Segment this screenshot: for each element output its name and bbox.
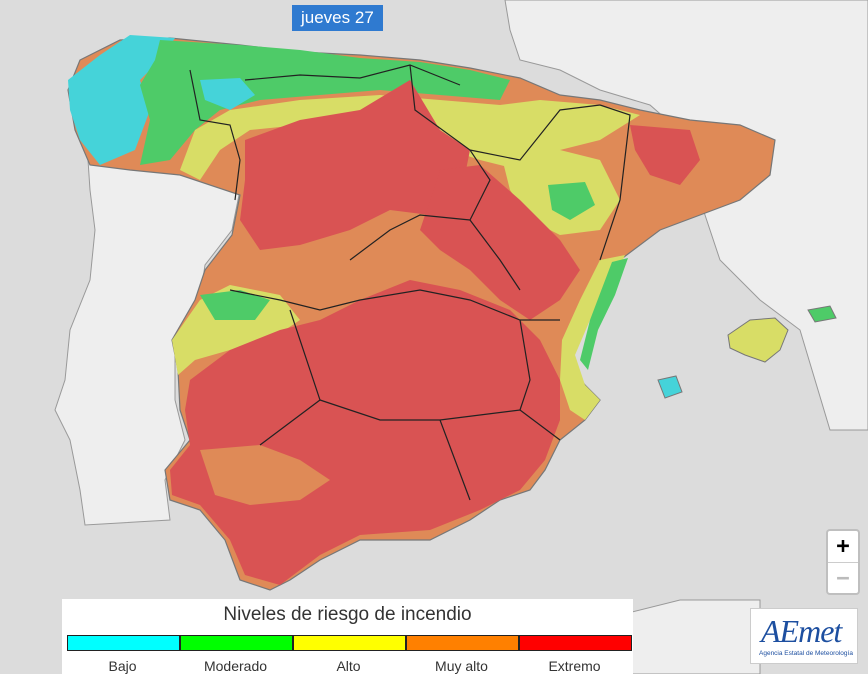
risk-zone-extremo-centre: [420, 165, 580, 320]
risk-zone-bajo-asturias: [200, 78, 255, 110]
risk-zone-extremo-south: [170, 280, 560, 585]
zoom-control: + −: [826, 529, 860, 595]
risk-zone-moderado-east-coast: [580, 258, 628, 370]
risk-zone-moderado-west: [200, 290, 270, 320]
zoom-out-button[interactable]: −: [836, 566, 850, 591]
legend-title: Niveles de riesgo de incendio: [223, 604, 472, 625]
island-ibiza: [657, 375, 683, 399]
legend-label-muy-alto: Muy alto: [435, 658, 488, 674]
legend-swatch-bajo: [67, 635, 180, 651]
legend-label-moderado: Moderado: [203, 658, 268, 674]
legend-label-bajo: Bajo: [108, 658, 137, 674]
island-mallorca: [727, 317, 789, 363]
legend-label-extremo: Extremo: [548, 658, 601, 674]
risk-zone-muy-alto-south-patch: [200, 445, 330, 505]
logo-name: AEmet: [761, 613, 842, 649]
legend-swatch-extremo: [519, 635, 632, 651]
risk-zone-moderado-ebro: [548, 182, 595, 220]
date-label: jueves 27: [292, 5, 383, 31]
risk-zone-moderado-north: [140, 40, 510, 165]
legend-label-alto: Alto: [336, 658, 361, 674]
portugal-land: [54, 159, 241, 526]
risk-zone-bajo: [68, 35, 175, 165]
region-borders: [189, 64, 631, 501]
risk-zone-alto-east-coast: [560, 255, 625, 420]
risk-zone-alto-west: [172, 285, 300, 375]
legend-swatch-alto: [293, 635, 406, 651]
island-menorca: [807, 305, 837, 323]
risk-zone-extremo-north-plateau: [240, 80, 470, 250]
aemet-logo[interactable]: AEmet Agencia Estatal de Meteorología: [750, 608, 858, 664]
logo-subtitle: Agencia Estatal de Meteorología: [759, 650, 853, 657]
legend-swatch-moderado: [180, 635, 293, 651]
legend-swatch-muy-alto: [406, 635, 519, 651]
risk-zone-extremo-ne: [630, 125, 700, 185]
risk-legend: Niveles de riesgo de incendio Bajo Moder…: [62, 599, 633, 674]
legend-swatch-row: [67, 635, 632, 651]
zoom-in-button[interactable]: +: [836, 534, 850, 559]
zoom-divider: [828, 562, 858, 563]
